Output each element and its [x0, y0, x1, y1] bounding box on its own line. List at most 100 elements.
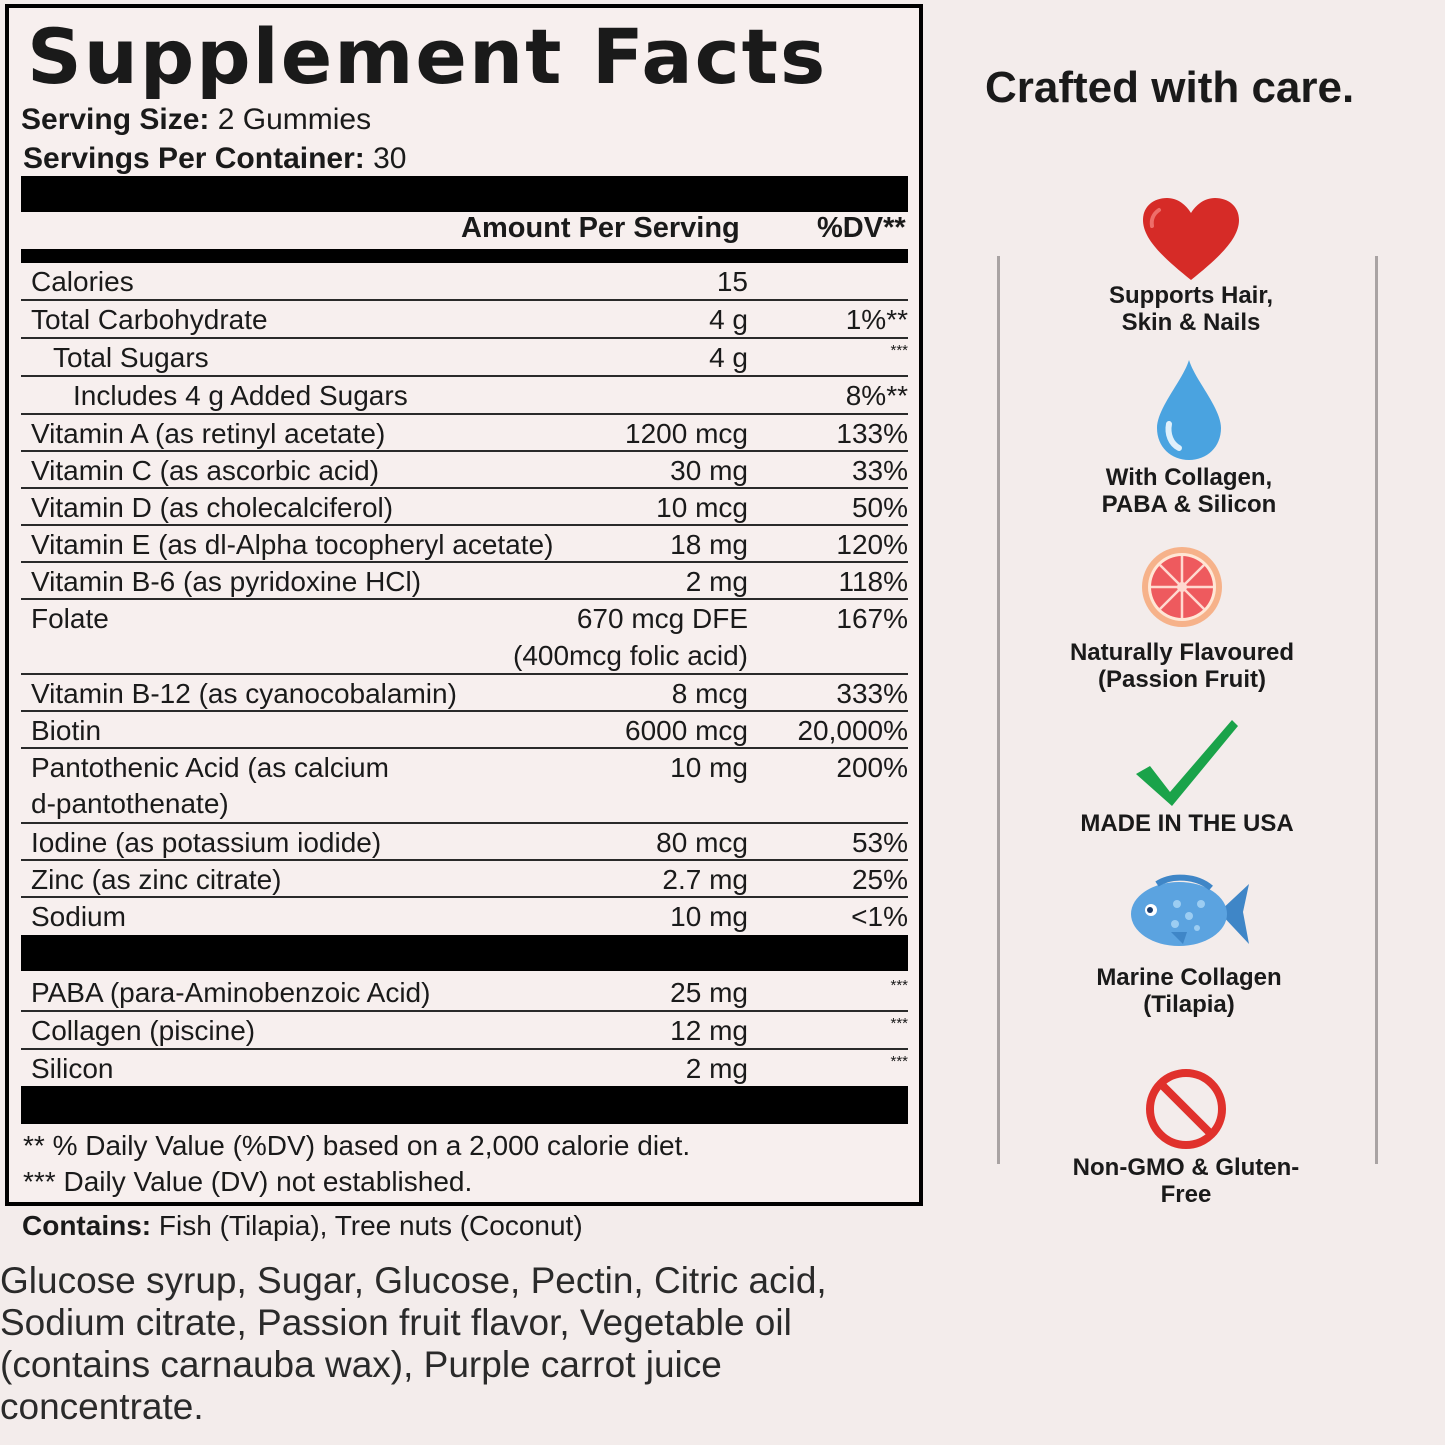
nutrient-amount: 2 mg — [685, 566, 748, 597]
feature-made-in-usa: MADE IN THE USA — [1052, 716, 1322, 837]
table-row: Iodine (as potassium iodide) 80 mcg 53% — [21, 824, 908, 861]
table-row: Collagen (piscine) 12 mg *** — [21, 1012, 908, 1050]
footnote-dv: ** % Daily Value (%DV) based on a 2,000 … — [23, 1130, 691, 1161]
table-row: Sodium 10 mg <1% — [21, 898, 908, 935]
ingredient-name: PABA (para-Aminobenzoic Acid) — [31, 977, 431, 1008]
ingredient-dv: *** — [890, 1053, 908, 1070]
nutrient-name: Vitamin D (as cholecalciferol) — [31, 492, 394, 523]
feature-collagen: With Collagen, PABA & Silicon — [1054, 358, 1324, 518]
nutrient-name: Folate — [31, 603, 109, 634]
nutrient-amount: 30 mg — [670, 455, 748, 486]
table-row: Total Carbohydrate 4 g 1%** — [21, 301, 908, 339]
nutrient-name: Vitamin E (as dl-Alpha tocopheryl acetat… — [31, 529, 554, 560]
nutrient-dv: 53% — [851, 827, 908, 858]
ingredients-list: Glucose syrup, Sugar, Glucose, Pectin, C… — [0, 1260, 827, 1427]
nutrient-amount: 670 mcg DFE — [576, 603, 748, 634]
divider-bar — [21, 935, 908, 971]
feature-label: MADE IN THE USA — [1080, 810, 1294, 837]
table-row: Includes 4 g Added Sugars 8%** — [21, 377, 908, 415]
serving-size-value: 2 Gummies — [217, 103, 372, 136]
water-drop-icon — [1157, 360, 1221, 460]
nutrient-name: Vitamin C (as ascorbic acid) — [31, 455, 380, 486]
nutrient-dv: 333% — [836, 678, 908, 709]
divider-bar — [21, 249, 908, 263]
allergen-contains: Contains: Fish (Tilapia), Tree nuts (Coc… — [22, 1206, 583, 1246]
nutrient-dv: 8%** — [845, 380, 908, 411]
nutrient-dv: 20,000% — [797, 715, 908, 746]
nutrient-amount: 15 — [716, 266, 748, 297]
ingredient-dv: *** — [890, 977, 908, 994]
table-row: Vitamin D (as cholecalciferol) 10 mcg 50… — [21, 489, 908, 526]
nutrient-dv: 33% — [851, 455, 908, 486]
table-row: Vitamin B-6 (as pyridoxine HCl) 2 mg 118… — [21, 563, 908, 600]
table-row: Vitamin E (as dl-Alpha tocopheryl acetat… — [21, 526, 908, 563]
feature-hair-skin-nails: Supports Hair, Skin & Nails — [1056, 196, 1326, 336]
fish-icon — [1131, 874, 1249, 946]
table-row: Vitamin B-12 (as cyanocobalamin) 8 mcg 3… — [21, 675, 908, 712]
nutrient-name: Total Sugars — [53, 342, 209, 373]
table-row: Folate 670 mcg DFE (400mcg folic acid) 1… — [21, 600, 908, 675]
table-row: Total Sugars 4 g *** — [21, 339, 908, 377]
contains-value: Fish (Tilapia), Tree nuts (Coconut) — [158, 1210, 583, 1241]
ingredient-name: Silicon — [31, 1053, 114, 1084]
ingredient-amount: 2 mg — [685, 1053, 748, 1084]
serving-size-label: Serving Size: — [21, 103, 210, 136]
feature-non-gmo: Non-GMO & Gluten- Free — [1051, 1068, 1321, 1208]
divider-bar — [21, 176, 908, 212]
checkmark-icon — [1136, 720, 1238, 806]
ingredient-name: Collagen (piscine) — [31, 1015, 256, 1046]
nutrient-amount: 1200 mcg — [625, 418, 748, 449]
nutrient-name: Vitamin A (as retinyl acetate) — [31, 418, 386, 449]
feature-label: Non-GMO & Gluten- — [1072, 1154, 1300, 1181]
heart-icon — [1143, 198, 1239, 280]
ingredient-dv: *** — [890, 1015, 908, 1032]
nutrient-name: Zinc (as zinc citrate) — [31, 864, 282, 895]
feature-label: Marine Collagen — [1096, 964, 1282, 991]
nutrient-name: Sodium — [31, 901, 126, 932]
servings-per-container: Servings Per Container: 30 — [23, 141, 406, 177]
nutrient-amount: 6000 mcg — [625, 715, 748, 746]
nutrient-amount: 8 mcg — [671, 678, 748, 709]
nutrient-amount: 10 mg — [670, 752, 748, 783]
header-dv: %DV** — [817, 212, 906, 244]
nutrient-dv: 133% — [836, 418, 908, 449]
nutrient-name: Calories — [31, 266, 134, 297]
nutrient-amount: 80 mcg — [656, 827, 748, 858]
table-row: Pantothenic Acid (as calcium d-pantothen… — [21, 749, 908, 824]
serving-size: Serving Size: 2 Gummies — [21, 102, 371, 138]
nutrient-name: Vitamin B-6 (as pyridoxine HCl) — [31, 566, 422, 597]
nutrient-dv: 25% — [851, 864, 908, 895]
feature-label: PABA & Silicon — [1101, 491, 1277, 518]
feature-label: (Passion Fruit) — [1097, 666, 1266, 693]
nutrient-dv: *** — [890, 342, 908, 359]
feature-label: (Tilapia) — [1143, 991, 1235, 1018]
contains-label: Contains: — [22, 1210, 152, 1241]
nutrient-amount: 18 mg — [670, 529, 748, 560]
footnote-not-established: *** Daily Value (DV) not established. — [23, 1166, 473, 1197]
nutrient-dv: 118% — [838, 566, 908, 597]
nutrient-amount: 10 mcg — [656, 492, 748, 523]
nutrient-dv: 1%** — [845, 304, 908, 335]
facts-title: Supplement Facts — [27, 12, 828, 101]
nutrient-dv: 50% — [851, 492, 908, 523]
nutrient-name-cont: d-pantothenate) — [31, 788, 229, 819]
nutrient-dv: <1% — [851, 901, 908, 932]
nutrient-name: Vitamin B-12 (as cyanocobalamin) — [31, 678, 457, 709]
feature-label: Naturally Flavoured — [1069, 639, 1295, 666]
nutrient-amount-note: (400mcg folic acid) — [513, 640, 748, 671]
ingredient-amount: 25 mg — [670, 977, 748, 1008]
divider-bar — [21, 1086, 908, 1124]
nutrient-amount: 10 mg — [670, 901, 748, 932]
feature-label: Supports Hair, — [1108, 282, 1274, 309]
table-row: Vitamin C (as ascorbic acid) 30 mg 33% — [21, 452, 908, 489]
servings-value: 30 — [373, 142, 407, 175]
feature-flavour: Naturally Flavoured (Passion Fruit) — [1047, 545, 1317, 693]
servings-label: Servings Per Container: — [23, 142, 365, 175]
nutrient-name: Total Carbohydrate — [31, 304, 268, 335]
nutrient-name: Biotin — [31, 715, 102, 746]
nutrient-dv: 120% — [836, 529, 908, 560]
table-row: Biotin 6000 mcg 20,000% — [21, 712, 908, 749]
nutrient-name: Includes 4 g Added Sugars — [73, 380, 408, 411]
nutrient-name: Iodine (as potassium iodide) — [31, 827, 382, 858]
divider-line — [1375, 256, 1378, 1164]
